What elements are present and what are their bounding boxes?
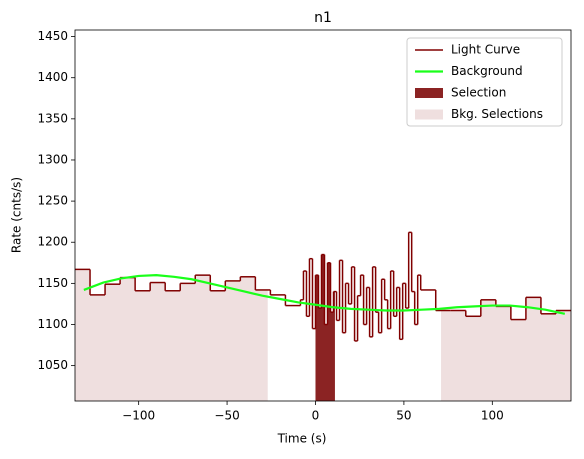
- y-tick-label: 1300: [37, 152, 68, 166]
- y-tick-label: 1400: [37, 70, 68, 84]
- y-tick-label: 1150: [37, 276, 68, 290]
- axes-frame: [74, 29, 572, 402]
- y-tick-label: 1200: [37, 235, 68, 249]
- x-axis-label: Time (s): [277, 432, 327, 446]
- y-tick-label: 1100: [37, 317, 68, 331]
- legend-swatch: [415, 88, 443, 98]
- x-tick-label: 100: [481, 409, 504, 423]
- background-line: [83, 274, 566, 315]
- bkg-selection: [75, 269, 268, 401]
- y-tick-label: 1350: [37, 111, 68, 125]
- plot-area: [75, 231, 571, 401]
- legend: Light Curve Background Selection Bkg. Selec…: [406, 37, 563, 127]
- y-tick-label: 1450: [37, 29, 68, 43]
- y-tick-label: 1250: [37, 194, 68, 208]
- legend-label: Bkg. Selections: [451, 107, 543, 121]
- legend-label: Background: [451, 64, 523, 78]
- y-tick-label: 1050: [37, 358, 68, 372]
- y-axis-label: Rate (cnts/s): [10, 177, 24, 253]
- legend-label: Selection: [451, 86, 506, 100]
- x-tick-label: −100: [122, 409, 155, 423]
- chart-title: n1: [314, 10, 332, 26]
- legend-label: Light Curve: [451, 43, 520, 57]
- legend-swatch: [415, 109, 443, 120]
- x-tick-label: −50: [214, 409, 239, 423]
- x-tick-label: 50: [396, 409, 411, 423]
- bkg-selection: [441, 297, 571, 401]
- x-tick-label: 0: [312, 409, 320, 423]
- legend-box: [406, 37, 563, 127]
